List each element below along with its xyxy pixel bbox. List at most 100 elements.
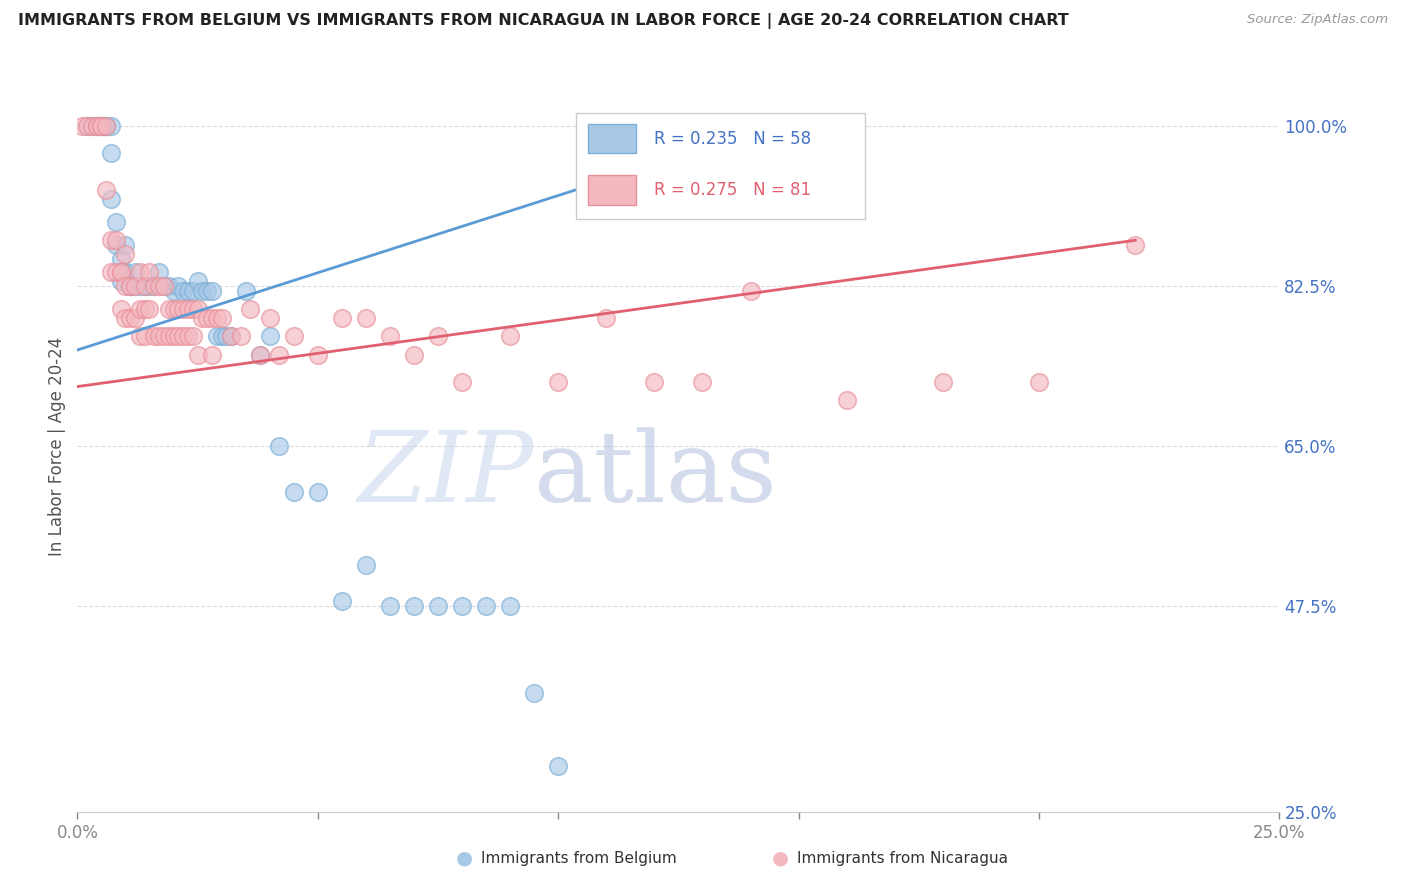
Point [90, 119, 112, 133]
Text: Immigrants from Belgium: Immigrants from Belgium [481, 851, 676, 865]
Point [120, 279, 142, 293]
Point [128, 265, 150, 279]
Point [195, 284, 218, 298]
Point [201, 348, 224, 362]
Point [740, 284, 762, 298]
Point [249, 348, 271, 362]
Point [162, 329, 184, 343]
Point [86, 119, 108, 133]
Point [100, 233, 122, 247]
Text: R = 0.235   N = 58: R = 0.235 N = 58 [654, 130, 811, 148]
Point [96, 119, 118, 133]
Point [249, 348, 271, 362]
Text: atlas: atlas [534, 427, 778, 523]
Point [201, 284, 224, 298]
Text: R = 0.275   N = 81: R = 0.275 N = 81 [654, 181, 811, 199]
Point [239, 301, 262, 316]
Point [259, 310, 281, 325]
Point [215, 329, 238, 343]
Text: ●: ● [456, 848, 472, 868]
Point [186, 275, 209, 289]
Bar [588, 124, 637, 153]
Point [378, 329, 401, 343]
Point [138, 301, 160, 316]
Point [153, 329, 176, 343]
Point [181, 284, 204, 298]
Point [499, 599, 522, 613]
Point [143, 329, 166, 343]
Point [124, 279, 146, 293]
Point [110, 301, 132, 316]
Point [96, 119, 118, 133]
Point [104, 233, 127, 247]
Point [90, 119, 112, 133]
Point [595, 310, 617, 325]
Bar [588, 176, 637, 204]
Point [86, 119, 108, 133]
Point [100, 192, 122, 206]
Point [354, 310, 377, 325]
Point [148, 265, 170, 279]
Y-axis label: In Labor Force | Age 20-24: In Labor Force | Age 20-24 [48, 336, 66, 556]
Point [96, 119, 118, 133]
Point [86, 119, 108, 133]
Point [138, 279, 160, 293]
Point [96, 183, 118, 197]
Point [128, 301, 150, 316]
Point [128, 279, 150, 293]
Point [157, 279, 180, 293]
Point [124, 265, 146, 279]
Point [114, 265, 136, 279]
Point [76, 119, 98, 133]
Point [177, 301, 200, 316]
Point [283, 329, 305, 343]
Point [354, 558, 377, 572]
Point [167, 301, 190, 316]
Point [110, 265, 132, 279]
Point [90, 119, 112, 133]
Point [110, 275, 132, 289]
Point [177, 329, 200, 343]
Point [80, 119, 103, 133]
Point [205, 310, 228, 325]
Point [100, 119, 122, 133]
Point [402, 599, 425, 613]
Point [211, 310, 233, 325]
Point [378, 599, 401, 613]
Point [177, 284, 200, 298]
Point [475, 599, 498, 613]
Text: IMMIGRANTS FROM BELGIUM VS IMMIGRANTS FROM NICARAGUA IN LABOR FORCE | AGE 20-24 : IMMIGRANTS FROM BELGIUM VS IMMIGRANTS FR… [18, 13, 1069, 29]
Point [110, 252, 132, 266]
Point [219, 329, 242, 343]
Point [330, 310, 353, 325]
Point [114, 310, 136, 325]
Point [1123, 238, 1146, 252]
Point [143, 279, 166, 293]
Point [153, 279, 176, 293]
Point [153, 279, 176, 293]
Point [195, 310, 218, 325]
Point [143, 279, 166, 293]
Point [211, 329, 233, 343]
Point [205, 329, 228, 343]
Point [427, 599, 450, 613]
Point [643, 375, 665, 389]
Point [201, 310, 224, 325]
Point [124, 279, 146, 293]
Point [114, 247, 136, 261]
Text: ZIP: ZIP [359, 427, 534, 523]
Point [172, 329, 194, 343]
Point [148, 279, 170, 293]
Point [269, 439, 291, 453]
Point [191, 310, 214, 325]
Point [932, 375, 955, 389]
Point [104, 238, 127, 252]
Point [547, 375, 569, 389]
Point [692, 375, 714, 389]
Point [104, 265, 127, 279]
Point [124, 310, 146, 325]
Point [104, 215, 127, 229]
Point [162, 301, 184, 316]
Point [120, 279, 142, 293]
Point [191, 284, 214, 298]
